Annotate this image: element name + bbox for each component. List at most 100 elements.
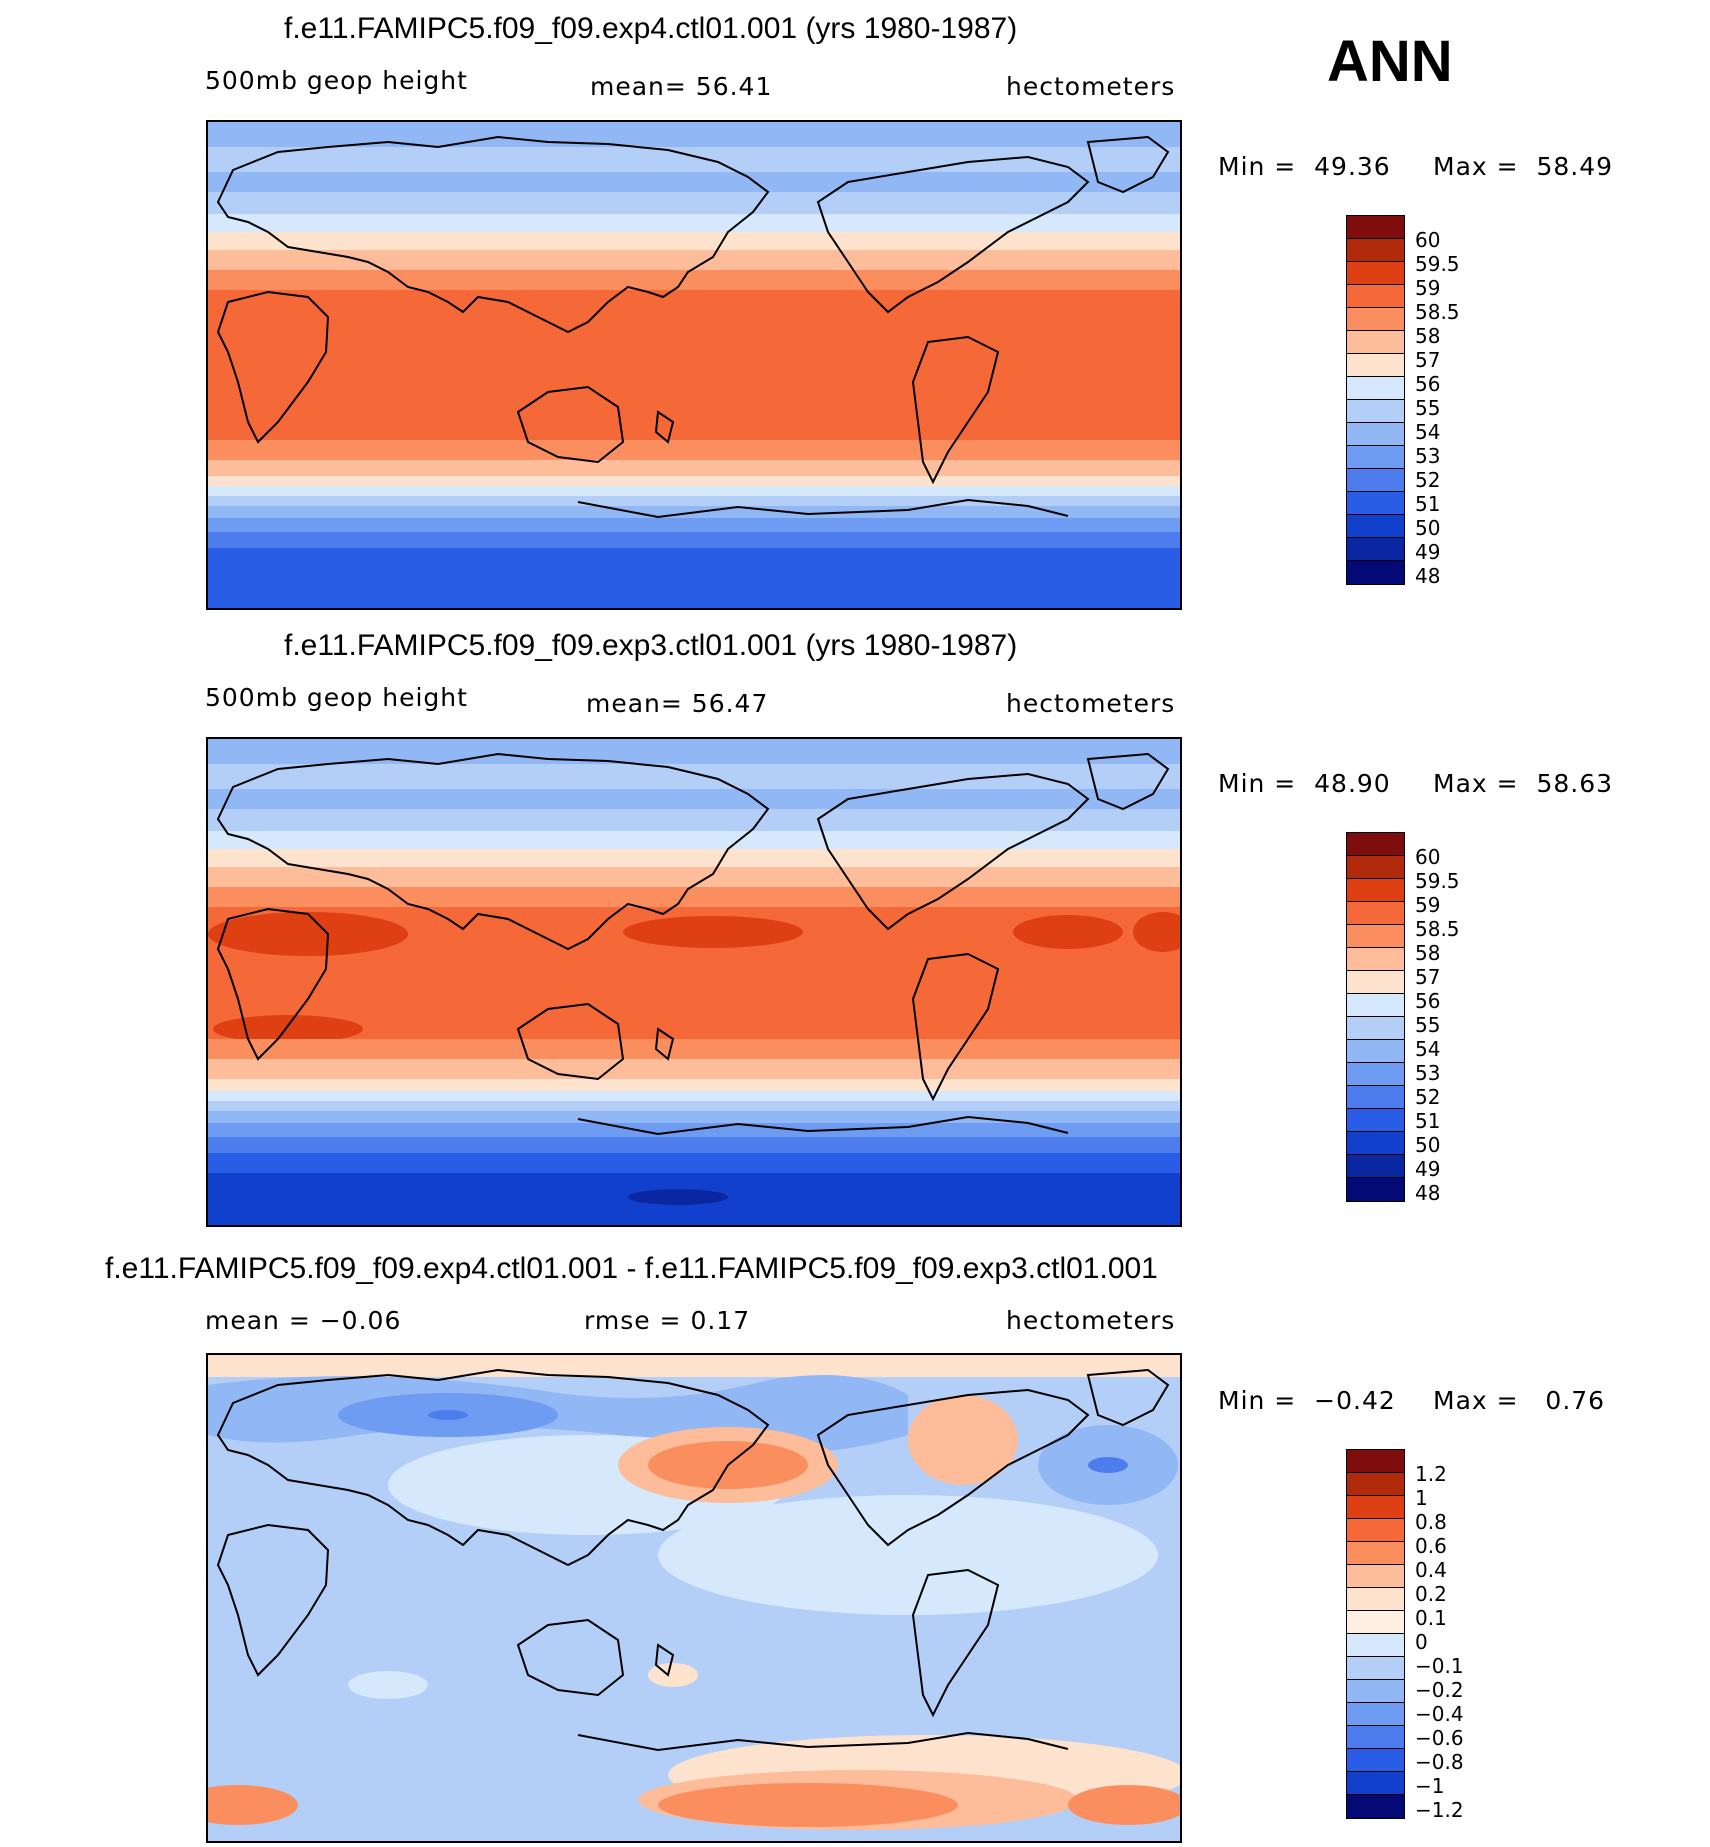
colorbar-tick-label: 58: [1415, 941, 1441, 965]
colorbar-tick-label: 58: [1415, 324, 1441, 348]
colorbar-tick-label: 59: [1415, 893, 1441, 917]
colorbar-swatch: [1347, 1155, 1404, 1178]
panel2-variable: 500mb geop height: [205, 683, 468, 712]
colorbar-tick-label: 48: [1415, 564, 1441, 588]
colorbar-tick-label: 51: [1415, 1109, 1441, 1133]
colorbar-swatch: [1347, 515, 1404, 538]
colorbar-swatch: [1347, 1795, 1404, 1818]
panel2-mean: mean= 56.47: [586, 689, 769, 718]
colorbar-tick-label: 60: [1415, 228, 1441, 252]
colorbar-swatch: [1347, 856, 1404, 879]
panel1-colorbar-labels: 60 59.5 59 58.5 58 57 56 55 54 53 52 51 50 49 48: [1415, 228, 1460, 588]
colorbar-tick-label: 56: [1415, 372, 1441, 396]
colorbar-swatch: [1347, 377, 1404, 400]
colorbar-swatch: [1347, 833, 1404, 856]
colorbar-tick-label: 54: [1415, 420, 1441, 444]
colorbar-swatch: [1347, 902, 1404, 925]
colorbar-tick-label: 51: [1415, 492, 1441, 516]
colorbar-tick-label: −1.2: [1415, 1798, 1464, 1822]
panel2-max: Max = 58.63: [1433, 769, 1614, 798]
colorbar-swatch: [1347, 285, 1404, 308]
colorbar-swatch: [1347, 1109, 1404, 1132]
colorbar-swatch: [1347, 469, 1404, 492]
colorbar-tick-label: 49: [1415, 540, 1441, 564]
colorbar-tick-label: 52: [1415, 1085, 1441, 1109]
panel1-variable: 500mb geop height: [205, 66, 468, 95]
colorbar-tick-label: 55: [1415, 1013, 1441, 1037]
colorbar-swatch: [1347, 239, 1404, 262]
colorbar-tick-label: 59.5: [1415, 869, 1460, 893]
colorbar-tick-label: 59.5: [1415, 252, 1460, 276]
colorbar-tick-label: 54: [1415, 1037, 1441, 1061]
colorbar-tick-label: −0.8: [1415, 1750, 1464, 1774]
panel3-map: [206, 1353, 1182, 1843]
panel3-max: Max = 0.76: [1433, 1386, 1606, 1415]
colorbar-tick-label: 48: [1415, 1181, 1441, 1205]
colorbar-swatch: [1347, 1063, 1404, 1086]
colorbar-tick-label: 52: [1415, 468, 1441, 492]
colorbar-swatch: [1347, 354, 1404, 377]
panel3-colorbar-labels: 1.2 1 0.8 0.6 0.4 0.2 0.1 0 −0.1 −0.2 −0.4 −0.6 −0.8…: [1415, 1462, 1464, 1822]
colorbar-swatch: [1347, 423, 1404, 446]
colorbar-tick-label: 1: [1415, 1486, 1428, 1510]
colorbar-tick-label: 50: [1415, 516, 1441, 540]
panel2-map: [206, 737, 1182, 1227]
colorbar-tick-label: 0.6: [1415, 1534, 1447, 1558]
colorbar-tick-label: −0.1: [1415, 1654, 1464, 1678]
colorbar-swatch: [1347, 262, 1404, 285]
colorbar-swatch: [1347, 216, 1404, 239]
colorbar-swatch: [1347, 1703, 1404, 1726]
colorbar-tick-label: 57: [1415, 965, 1441, 989]
colorbar-swatch: [1347, 1588, 1404, 1611]
panel1-max: Max = 58.49: [1433, 152, 1614, 181]
colorbar-tick-label: 60: [1415, 845, 1441, 869]
panel1-min: Min = 49.36: [1218, 152, 1391, 181]
colorbar-tick-label: 58.5: [1415, 917, 1460, 941]
colorbar-tick-label: 56: [1415, 989, 1441, 1013]
colorbar-swatch: [1347, 400, 1404, 423]
colorbar-swatch: [1347, 1450, 1404, 1473]
colorbar-swatch: [1347, 1542, 1404, 1565]
panel1-colorbar: [1346, 215, 1405, 585]
colorbar-swatch: [1347, 1657, 1404, 1680]
colorbar-tick-label: 1.2: [1415, 1462, 1447, 1486]
colorbar-swatch: [1347, 538, 1404, 561]
colorbar-tick-label: 53: [1415, 444, 1441, 468]
panel2-units: hectometers: [1006, 689, 1176, 718]
colorbar-swatch: [1347, 1634, 1404, 1657]
panel3-colorbar: [1346, 1449, 1405, 1819]
colorbar-tick-label: 0: [1415, 1630, 1428, 1654]
panel1-title: f.e11.FAMIPC5.f09_f09.exp4.ctl01.001 (yr…: [284, 12, 1018, 45]
colorbar-swatch: [1347, 331, 1404, 354]
colorbar-swatch: [1347, 1178, 1404, 1201]
colorbar-tick-label: −0.2: [1415, 1678, 1464, 1702]
panel3-units: hectometers: [1006, 1306, 1176, 1335]
colorbar-swatch: [1347, 925, 1404, 948]
colorbar-tick-label: 58.5: [1415, 300, 1460, 324]
colorbar-swatch: [1347, 1086, 1404, 1109]
panel3-rmse: rmse = 0.17: [584, 1306, 751, 1335]
colorbar-tick-label: 55: [1415, 396, 1441, 420]
colorbar-swatch: [1347, 1496, 1404, 1519]
colorbar-tick-label: 53: [1415, 1061, 1441, 1085]
colorbar-swatch: [1347, 561, 1404, 584]
colorbar-swatch: [1347, 308, 1404, 331]
colorbar-swatch: [1347, 1772, 1404, 1795]
colorbar-tick-label: 57: [1415, 348, 1441, 372]
colorbar-tick-label: 59: [1415, 276, 1441, 300]
colorbar-swatch: [1347, 1680, 1404, 1703]
season-label: ANN: [1327, 29, 1453, 94]
colorbar-swatch: [1347, 971, 1404, 994]
colorbar-tick-label: 0.4: [1415, 1558, 1447, 1582]
colorbar-swatch: [1347, 492, 1404, 515]
colorbar-swatch: [1347, 1519, 1404, 1542]
colorbar-swatch: [1347, 1749, 1404, 1772]
colorbar-swatch: [1347, 1017, 1404, 1040]
colorbar-swatch: [1347, 1473, 1404, 1496]
colorbar-tick-label: 0.8: [1415, 1510, 1447, 1534]
colorbar-swatch: [1347, 1040, 1404, 1063]
colorbar-swatch: [1347, 446, 1404, 469]
colorbar-tick-label: −0.4: [1415, 1702, 1464, 1726]
colorbar-tick-label: 49: [1415, 1157, 1441, 1181]
colorbar-swatch: [1347, 1565, 1404, 1588]
